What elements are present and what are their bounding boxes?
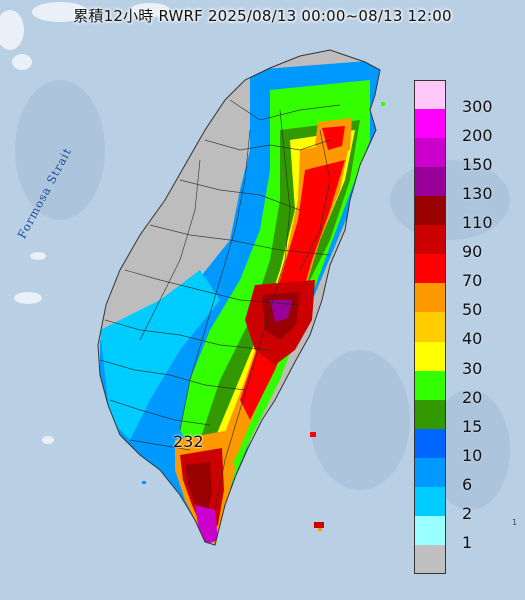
cloud-patch xyxy=(130,3,170,17)
boundary-line xyxy=(104,319,271,351)
boundary-line xyxy=(139,159,201,341)
legend-label: 1 xyxy=(462,532,473,552)
legend-bin: 6 xyxy=(412,457,512,494)
legend-label: 70 xyxy=(462,271,483,291)
legend-swatch xyxy=(414,457,446,487)
island-orchid-islet-edge xyxy=(318,528,322,531)
boundary-line xyxy=(109,399,211,426)
legend-bin: 15 xyxy=(412,399,512,436)
legend-label: 15 xyxy=(462,416,483,436)
legend-label: 6 xyxy=(462,474,473,494)
cloud-patch xyxy=(30,252,46,260)
legend-label: 10 xyxy=(462,445,483,465)
legend-swatch xyxy=(414,167,446,197)
cloud-patch xyxy=(14,292,42,304)
peak-rainfall-label: 232 xyxy=(173,432,204,451)
rain-overlay xyxy=(100,60,380,545)
sea-texture-patch xyxy=(310,350,410,490)
boundary-line xyxy=(124,269,301,306)
sea-texture-patch xyxy=(430,390,510,510)
legend-label: 150 xyxy=(462,155,493,175)
island-small-west xyxy=(142,481,146,484)
island-green-islet xyxy=(310,432,316,437)
rain-zone-south-dark xyxy=(185,462,212,520)
sea-texture xyxy=(15,80,510,510)
sea-texture-patch xyxy=(15,80,105,220)
legend-bin: 50 xyxy=(412,283,512,319)
legend-bin: 40 xyxy=(412,312,512,348)
island-turtle-islet xyxy=(381,102,385,106)
legend-swatch xyxy=(414,283,446,313)
legend-bin: 2 xyxy=(412,486,512,523)
legend-swatch xyxy=(414,428,446,458)
boundary-line xyxy=(229,99,341,121)
boundary-line xyxy=(179,129,251,431)
legend-bin: 90 xyxy=(412,225,512,261)
cloud-patch xyxy=(12,54,32,70)
legend-swatch xyxy=(414,80,446,110)
legend-label: 200 xyxy=(462,126,493,146)
legend-label: 50 xyxy=(462,300,483,320)
island-outline xyxy=(97,49,381,546)
rain-zone-northeast-red xyxy=(322,126,345,150)
legend-swatch xyxy=(414,138,446,168)
legend-swatch xyxy=(414,515,446,545)
boundary-line xyxy=(99,359,246,391)
legend-swatch xyxy=(414,312,446,342)
legend-swatch xyxy=(414,486,446,516)
boundary-line xyxy=(129,439,191,451)
map-title: 累積12小時 RWRF 2025/08/13 00:00~08/13 12:00 xyxy=(73,7,452,25)
legend-bin: 150 xyxy=(412,138,512,174)
legend-swatch xyxy=(414,399,446,429)
edge-tick-label: 1 xyxy=(512,518,518,527)
legend-bin: 110 xyxy=(412,196,512,232)
rainfall-legend: 300 200 150 130 110 90 70 50 40 30 20 15 10 6 2 1 xyxy=(412,80,512,574)
legend-swatch xyxy=(414,341,446,371)
cloud-patch xyxy=(0,10,24,50)
legend-bin: 20 xyxy=(412,370,512,407)
island-orchid-islet xyxy=(314,522,324,528)
legend-swatch xyxy=(414,370,446,400)
legend-bin: 200 xyxy=(412,109,512,145)
legend-bin: 70 xyxy=(412,254,512,290)
legend-label: 90 xyxy=(462,242,483,262)
cloud-patch xyxy=(42,436,54,444)
legend-bin: 130 xyxy=(412,167,512,203)
legend-label: 20 xyxy=(462,387,483,407)
legend-swatch xyxy=(414,254,446,284)
taiwan-island xyxy=(97,49,381,546)
rain-zone-cyan xyxy=(100,270,220,440)
legend-label: 130 xyxy=(462,184,493,204)
rain-zone-south-purple xyxy=(195,505,218,545)
legend-swatch xyxy=(414,225,446,255)
legend-label: 40 xyxy=(462,329,483,349)
legend-label: 300 xyxy=(462,97,493,116)
county-boundaries xyxy=(99,99,341,511)
legend-bin: 30 xyxy=(412,341,512,378)
legend-bin: 300 xyxy=(412,80,512,116)
boundary-line xyxy=(179,179,301,211)
boundary-line xyxy=(149,224,331,256)
legend-swatch xyxy=(414,196,446,226)
boundary-line xyxy=(204,139,331,151)
legend-label: 30 xyxy=(462,358,483,378)
offshore-islands xyxy=(142,102,385,531)
legend-label: 2 xyxy=(462,503,473,523)
legend-swatch xyxy=(414,544,446,574)
legend-bin: 1 xyxy=(412,515,512,552)
legend-swatch xyxy=(414,109,446,139)
legend-bin: 10 xyxy=(412,428,512,465)
cloud-patch xyxy=(32,2,88,22)
legend-bin xyxy=(412,544,512,574)
legend-label: 110 xyxy=(462,213,493,233)
boundary-line xyxy=(214,109,291,511)
boundary-line xyxy=(299,129,331,271)
cloud-layer xyxy=(0,2,170,444)
rain-zone-purple xyxy=(270,300,292,322)
